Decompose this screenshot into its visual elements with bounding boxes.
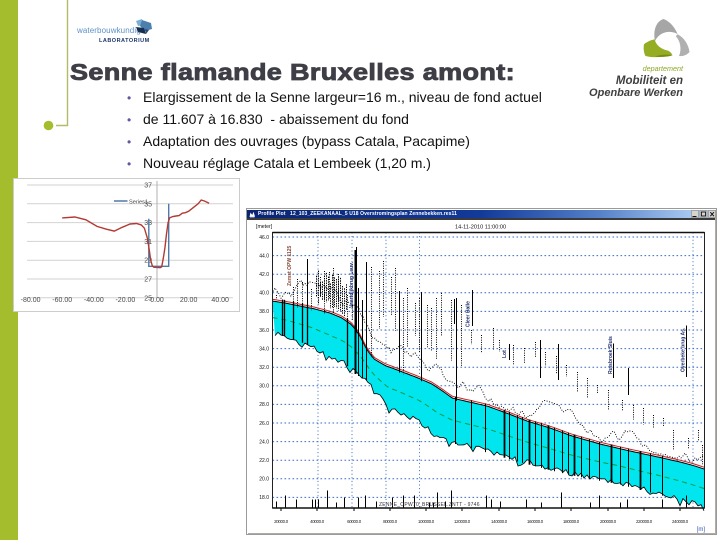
- svg-text:46.0: 46.0: [259, 235, 269, 241]
- svg-text:Vaartdijkbrug Leuv.: Vaartdijkbrug Leuv.: [349, 261, 355, 308]
- svg-text:Zemst OPW 1125: Zemst OPW 1125: [287, 245, 293, 286]
- svg-text:36.0: 36.0: [259, 328, 269, 334]
- svg-text:80000.0: 80000.0: [383, 519, 398, 524]
- svg-text:-80.00: -80.00: [21, 297, 41, 304]
- svg-text:140000.0: 140000.0: [491, 519, 508, 524]
- svg-text:Cleer Halle: Cleer Halle: [466, 301, 472, 327]
- svg-text:240000.0: 240000.0: [672, 519, 689, 524]
- svg-text:44.0: 44.0: [259, 253, 269, 259]
- svg-text:25: 25: [144, 295, 152, 302]
- svg-text:0.00: 0.00: [150, 297, 164, 304]
- svg-text:120000.0: 120000.0: [454, 519, 471, 524]
- svg-text:20.00: 20.00: [180, 297, 198, 304]
- svg-text:ZENNE_OPW70_BRUSSEL.ZNTT - 974: ZENNE_OPW70_BRUSSEL.ZNTT - 9746: [379, 502, 480, 508]
- svg-text:[m]: [m]: [697, 527, 706, 533]
- svg-text:42.0: 42.0: [259, 272, 269, 278]
- svg-text:160000.0: 160000.0: [527, 519, 544, 524]
- svg-text:Ruisbroek Sluis: Ruisbroek Sluis: [608, 336, 614, 374]
- svg-text:220000.0: 220000.0: [636, 519, 653, 524]
- svg-text:60000.0: 60000.0: [347, 519, 362, 524]
- svg-text:Series1: Series1: [129, 199, 148, 205]
- svg-text:20000.0: 20000.0: [274, 519, 289, 524]
- svg-text:30.0: 30.0: [259, 384, 269, 390]
- svg-text:100000.0: 100000.0: [418, 519, 435, 524]
- svg-text:18.0: 18.0: [259, 495, 269, 501]
- svg-text:40.00: 40.00: [211, 297, 229, 304]
- svg-text:14-11-2010 11:00:00: 14-11-2010 11:00:00: [455, 225, 506, 231]
- svg-text:20.0: 20.0: [259, 477, 269, 483]
- svg-text:180000.0: 180000.0: [563, 519, 580, 524]
- svg-text:40.0: 40.0: [259, 291, 269, 297]
- svg-text:-20.00: -20.00: [115, 297, 135, 304]
- svg-text:26.0: 26.0: [259, 421, 269, 427]
- svg-text:28.0: 28.0: [259, 402, 269, 408]
- svg-text:24.0: 24.0: [259, 439, 269, 445]
- svg-text:Lot: Lot: [502, 350, 508, 358]
- svg-text:40000.0: 40000.0: [310, 519, 325, 524]
- svg-text:200000.0: 200000.0: [600, 519, 617, 524]
- svg-text:-40.00: -40.00: [84, 297, 104, 304]
- svg-text:Overbeke brug As.: Overbeke brug As.: [681, 327, 687, 372]
- svg-text:38.0: 38.0: [259, 309, 269, 315]
- svg-text:35: 35: [144, 201, 152, 208]
- svg-text:34.0: 34.0: [259, 346, 269, 352]
- svg-text:-60.00: -60.00: [52, 297, 72, 304]
- svg-text:22.0: 22.0: [259, 458, 269, 464]
- svg-text:27: 27: [144, 277, 152, 284]
- svg-text:[meter]: [meter]: [256, 224, 273, 230]
- svg-text:32.0: 32.0: [259, 365, 269, 371]
- svg-text:37: 37: [144, 183, 152, 190]
